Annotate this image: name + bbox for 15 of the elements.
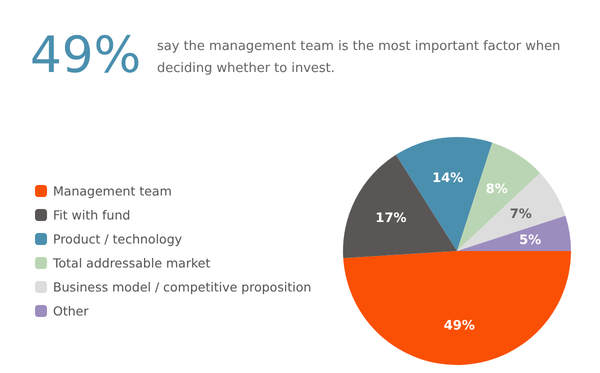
data-label: 17% (375, 210, 407, 226)
data-label: 7% (510, 206, 532, 222)
legend-label: Management team (53, 183, 172, 198)
legend-label: Product / technology (53, 231, 183, 246)
chart-title: 49% (30, 26, 142, 84)
chart-subtitle: say the management team is the most important factor when deciding whether to invest. (157, 39, 560, 76)
data-label: 49% (444, 318, 475, 334)
legend-label: Business model / competitive proposition (53, 279, 312, 294)
pie-slice (343, 251, 571, 365)
data-label: 5% (519, 232, 542, 248)
data-label: 8% (486, 182, 508, 197)
legend-label: Other (53, 303, 90, 318)
data-label: 14% (432, 171, 464, 186)
legend-label: Fit with fund (53, 207, 130, 222)
legend-label: Total addressable market (52, 255, 210, 270)
